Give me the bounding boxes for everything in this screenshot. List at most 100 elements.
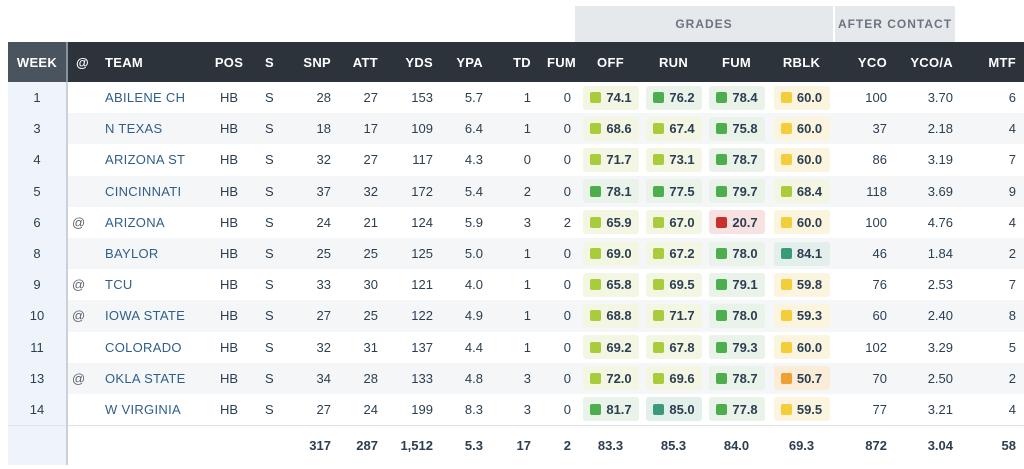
col-header-att[interactable]: ATT xyxy=(339,42,386,82)
att-cell: 27 xyxy=(363,152,378,168)
rblk-grade-value: 60.0 xyxy=(796,214,823,230)
table-row[interactable]: 6 @ ARIZONA HB S 24 21 124 5.9 3 2 65.9 67.0 20.7 60.0… xyxy=(8,206,1024,238)
table-row[interactable]: 13 @ OKLA STATE HB S 34 28 133 4.8 3 0 72.0 69.6 78.7… xyxy=(8,362,1024,394)
run-grade-cell: 67.0 xyxy=(642,207,705,238)
team-name[interactable]: ABILENE CH xyxy=(105,90,186,106)
fum-cell: 0 xyxy=(563,401,571,417)
col-header-fum-grade[interactable]: FUM xyxy=(705,42,768,82)
col-header-mtf[interactable]: MTF xyxy=(961,42,1024,82)
run-grade-value: 71.7 xyxy=(669,308,695,324)
table-row[interactable]: 4 ARIZONA ST HB S 32 27 117 4.3 0 0 71.7 73.1 78.7 60… xyxy=(8,144,1024,176)
col-header-yds[interactable]: YDS xyxy=(386,42,441,82)
yco-a-cell: 2.18 xyxy=(895,113,961,145)
team-name[interactable]: TCU xyxy=(105,277,133,293)
at-marker: @ xyxy=(67,362,97,394)
off-grade-badge: 78.1 xyxy=(583,179,639,204)
grade-color-chip-icon xyxy=(716,341,728,353)
col-header-rblk-grade[interactable]: RBLK xyxy=(768,42,835,82)
col-header-td[interactable]: TD xyxy=(491,42,539,82)
run-grade-value: 77.5 xyxy=(669,183,695,199)
table-row[interactable]: 10 @ IOWA STATE HB S 27 25 122 4.9 1 0 68.8 71.7 78.0… xyxy=(8,300,1024,332)
table-row[interactable]: 8 BAYLOR HB S 25 25 125 5.0 1 0 69.0 67.2 78.0 84.1 46… xyxy=(8,237,1024,270)
col-header-snp[interactable]: SNP xyxy=(283,42,339,82)
fum-cell: 0 xyxy=(539,300,579,332)
snp-cell: 33 xyxy=(316,277,331,293)
rblk-grade-badge: 59.8 xyxy=(773,272,830,297)
fum-cell: 0 xyxy=(539,237,579,270)
col-header-at[interactable]: @ xyxy=(67,42,97,82)
team-name[interactable]: N TEXAS xyxy=(97,113,201,145)
off-grade-badge: 69.0 xyxy=(583,241,639,266)
col-header-run-grade[interactable]: RUN xyxy=(642,42,705,82)
col-header-yco[interactable]: YCO xyxy=(835,42,895,82)
table-row[interactable]: 3 N TEXAS HB S 18 17 109 6.4 1 0 68.6 67.4 75.8 60.0 3… xyxy=(8,113,1024,145)
rblk-grade-badge: 60.0 xyxy=(773,335,830,360)
snp-cell: 18 xyxy=(283,113,339,145)
rblk-grade-value: 68.4 xyxy=(796,183,823,199)
pos-cell: HB xyxy=(219,90,239,106)
snp-cell: 32 xyxy=(316,152,331,168)
team-name[interactable]: W VIRGINIA xyxy=(105,401,181,417)
grade-color-chip-icon xyxy=(716,279,728,291)
off-grade-badge: 68.6 xyxy=(583,116,639,141)
grade-color-chip-icon xyxy=(716,310,728,322)
table-row[interactable]: 5 CINCINNATI HB S 37 32 172 5.4 2 0 78.1 77.5 79.7 68… xyxy=(8,175,1024,207)
snp-cell: 34 xyxy=(283,362,339,394)
off-grade-badge: 69.2 xyxy=(583,335,639,360)
fum-grade-value: 79.1 xyxy=(732,277,758,293)
yds-cell: 124 xyxy=(411,214,433,230)
yds-cell: 122 xyxy=(386,300,441,332)
team-name[interactable]: CINCINNATI xyxy=(97,175,201,207)
col-header-week[interactable]: WEEK xyxy=(8,42,68,82)
col-header-s[interactable]: S xyxy=(257,42,283,82)
col-header-pos[interactable]: POS xyxy=(201,42,257,82)
rblk-grade-value: 60.0 xyxy=(796,121,823,137)
table-row[interactable]: 9 @ TCU HB S 33 30 121 4.0 1 0 65.8 69.5 79.1 59.8 76 2.… xyxy=(8,269,1024,301)
grade-color-chip-icon xyxy=(590,403,602,415)
rblk-grade-cell: 60.0 xyxy=(768,82,835,113)
rblk-grade-value: 59.5 xyxy=(796,401,823,417)
team-name[interactable]: ARIZONA ST xyxy=(105,152,186,168)
td-cell: 3 xyxy=(491,362,539,394)
col-header-yco-a[interactable]: YCO/A xyxy=(895,42,961,82)
rblk-grade-badge: 60.0 xyxy=(773,116,830,141)
s-cell: S xyxy=(257,237,283,270)
table-row[interactable]: 1 ABILENE CH HB S 28 27 153 5.7 1 0 74.1 76.2 78.4 60… xyxy=(8,82,1024,114)
off-grade-cell: 72.0 xyxy=(579,362,642,394)
total-yds: 1,512 xyxy=(386,424,441,466)
rblk-grade-cell: 60.0 xyxy=(768,113,835,145)
run-grade-cell: 76.2 xyxy=(642,82,705,113)
col-header-off-grade[interactable]: OFF xyxy=(579,42,642,82)
group-header-after-contact: AFTER CONTACT xyxy=(835,6,955,42)
yco-a-cell: 3.69 xyxy=(895,175,961,207)
table-row[interactable]: 14 W VIRGINIA HB S 27 24 199 8.3 3 0 81.7 85.0 77.8 5… xyxy=(8,393,1024,426)
fum-grade-cell: 20.7 xyxy=(705,207,768,238)
team-name[interactable]: BAYLOR xyxy=(97,237,201,270)
s-cell: S xyxy=(257,362,283,394)
rblk-grade-cell: 84.1 xyxy=(768,237,835,270)
col-header-ypa[interactable]: YPA xyxy=(441,42,491,82)
team-name[interactable]: IOWA STATE xyxy=(97,300,201,332)
yds-cell: 137 xyxy=(411,339,433,355)
team-name[interactable]: ARIZONA xyxy=(105,214,165,230)
rblk-grade-badge: 59.5 xyxy=(773,397,830,422)
grade-color-chip-icon xyxy=(590,185,602,197)
fum-grade-cell: 78.0 xyxy=(705,300,768,332)
off-grade-badge: 81.7 xyxy=(583,397,639,422)
col-header-fum[interactable]: FUM xyxy=(539,42,579,82)
fum-grade-cell: 78.4 xyxy=(705,82,768,113)
run-grade-badge: 69.5 xyxy=(646,272,702,297)
team-name[interactable]: COLORADO xyxy=(105,339,182,355)
table-row[interactable]: 11 COLORADO HB S 32 31 137 4.4 1 0 69.2 67.8 79.3 60.… xyxy=(8,331,1024,363)
week-cell: 9 xyxy=(8,269,68,301)
td-cell: 1 xyxy=(523,277,531,293)
ypa-cell: 5.4 xyxy=(441,175,491,207)
grade-color-chip-icon xyxy=(780,154,792,166)
grade-color-chip-icon xyxy=(653,372,665,384)
col-header-team[interactable]: TEAM xyxy=(97,42,201,82)
off-grade-badge: 71.7 xyxy=(583,147,639,172)
team-name[interactable]: OKLA STATE xyxy=(97,362,201,394)
off-grade-badge: 74.1 xyxy=(583,85,639,110)
yds-cell: 121 xyxy=(411,277,433,293)
yds-cell: 125 xyxy=(386,237,441,270)
